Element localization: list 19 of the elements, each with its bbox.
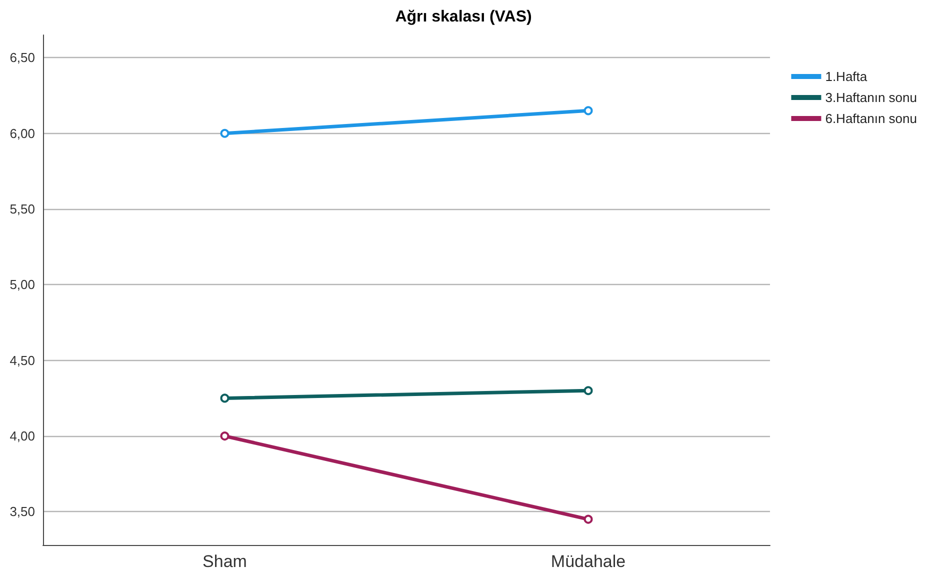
legend-label: 3.Haftanın sonu: [825, 90, 918, 105]
y-tick-label: 6,00: [10, 126, 35, 141]
y-tick-label: 4,00: [10, 428, 35, 444]
point: [584, 106, 593, 116]
point: [220, 394, 230, 403]
legend-label: 6.Haftanın sonu: [825, 111, 918, 126]
point: [584, 514, 593, 524]
y-tick-label: 5,50: [10, 202, 35, 217]
x-tick-label: Müdahale: [550, 552, 626, 571]
y-tick-label: 4,50: [10, 352, 35, 368]
point: [584, 386, 593, 396]
chart-title: Ağrı skalası (VAS): [395, 8, 532, 26]
y-tick-label: 5,00: [10, 277, 35, 292]
x-tick-label: Sham: [202, 552, 247, 571]
legend-label: 1.Hafta: [825, 69, 868, 84]
point: [220, 432, 230, 441]
y-tick-label: 6,50: [10, 50, 35, 66]
point: [220, 128, 230, 138]
y-tick-label: 3,50: [10, 504, 35, 520]
